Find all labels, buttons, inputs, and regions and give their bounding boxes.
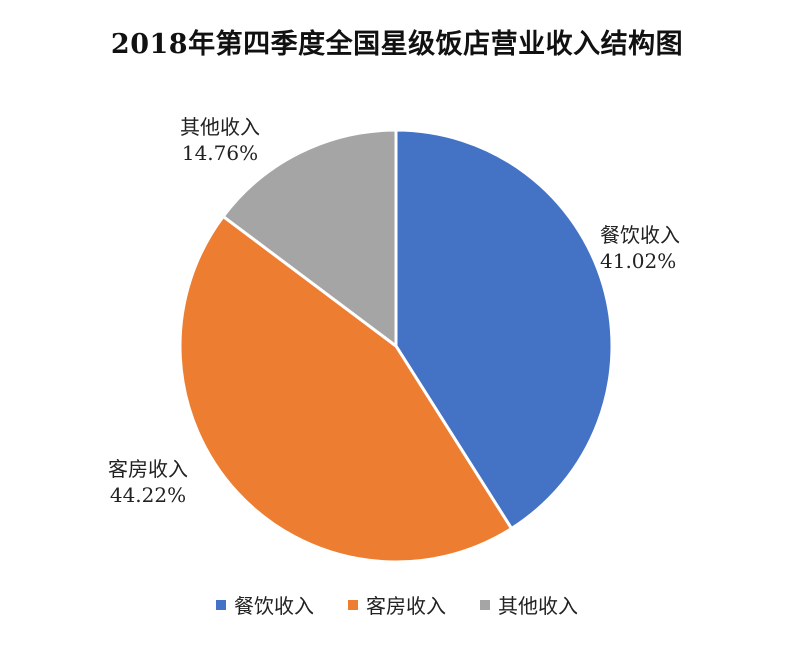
legend-item-other[interactable]: 其他收入 xyxy=(480,590,578,619)
pie-slice-rooms[interactable] xyxy=(178,214,514,564)
slice-label-dining: 餐饮收入 41.02% xyxy=(600,222,680,274)
legend-swatch-rooms xyxy=(348,599,358,610)
legend-swatch-dining xyxy=(216,599,226,610)
legend-label-other: 其他收入 xyxy=(498,594,578,618)
slice-label-other: 其他收入 14.76% xyxy=(180,114,260,166)
legend-item-dining[interactable]: 餐饮收入 xyxy=(216,590,314,619)
legend-swatch-other xyxy=(480,599,490,610)
legend-label-rooms: 客房收入 xyxy=(366,594,446,618)
legend: 餐饮收入 客房收入 其他收入 xyxy=(0,590,794,619)
slice-pct-other: 14.76% xyxy=(181,141,259,165)
slice-name-other: 其他收入 xyxy=(180,115,260,139)
slice-pct-rooms: 44.22% xyxy=(109,483,187,507)
chart-title: 2018年第四季度全国星级饭店营业收入结构图 xyxy=(110,29,684,60)
slice-pct-dining: 41.02% xyxy=(600,249,677,273)
slice-label-rooms: 客房收入 44.22% xyxy=(108,456,188,508)
legend-item-rooms[interactable]: 客房收入 xyxy=(348,590,446,619)
pie-slice-other[interactable] xyxy=(221,128,398,349)
legend-label-dining: 餐饮收入 xyxy=(234,594,314,618)
slice-name-dining: 餐饮收入 xyxy=(600,223,680,247)
slice-name-rooms: 客房收入 xyxy=(108,457,188,481)
